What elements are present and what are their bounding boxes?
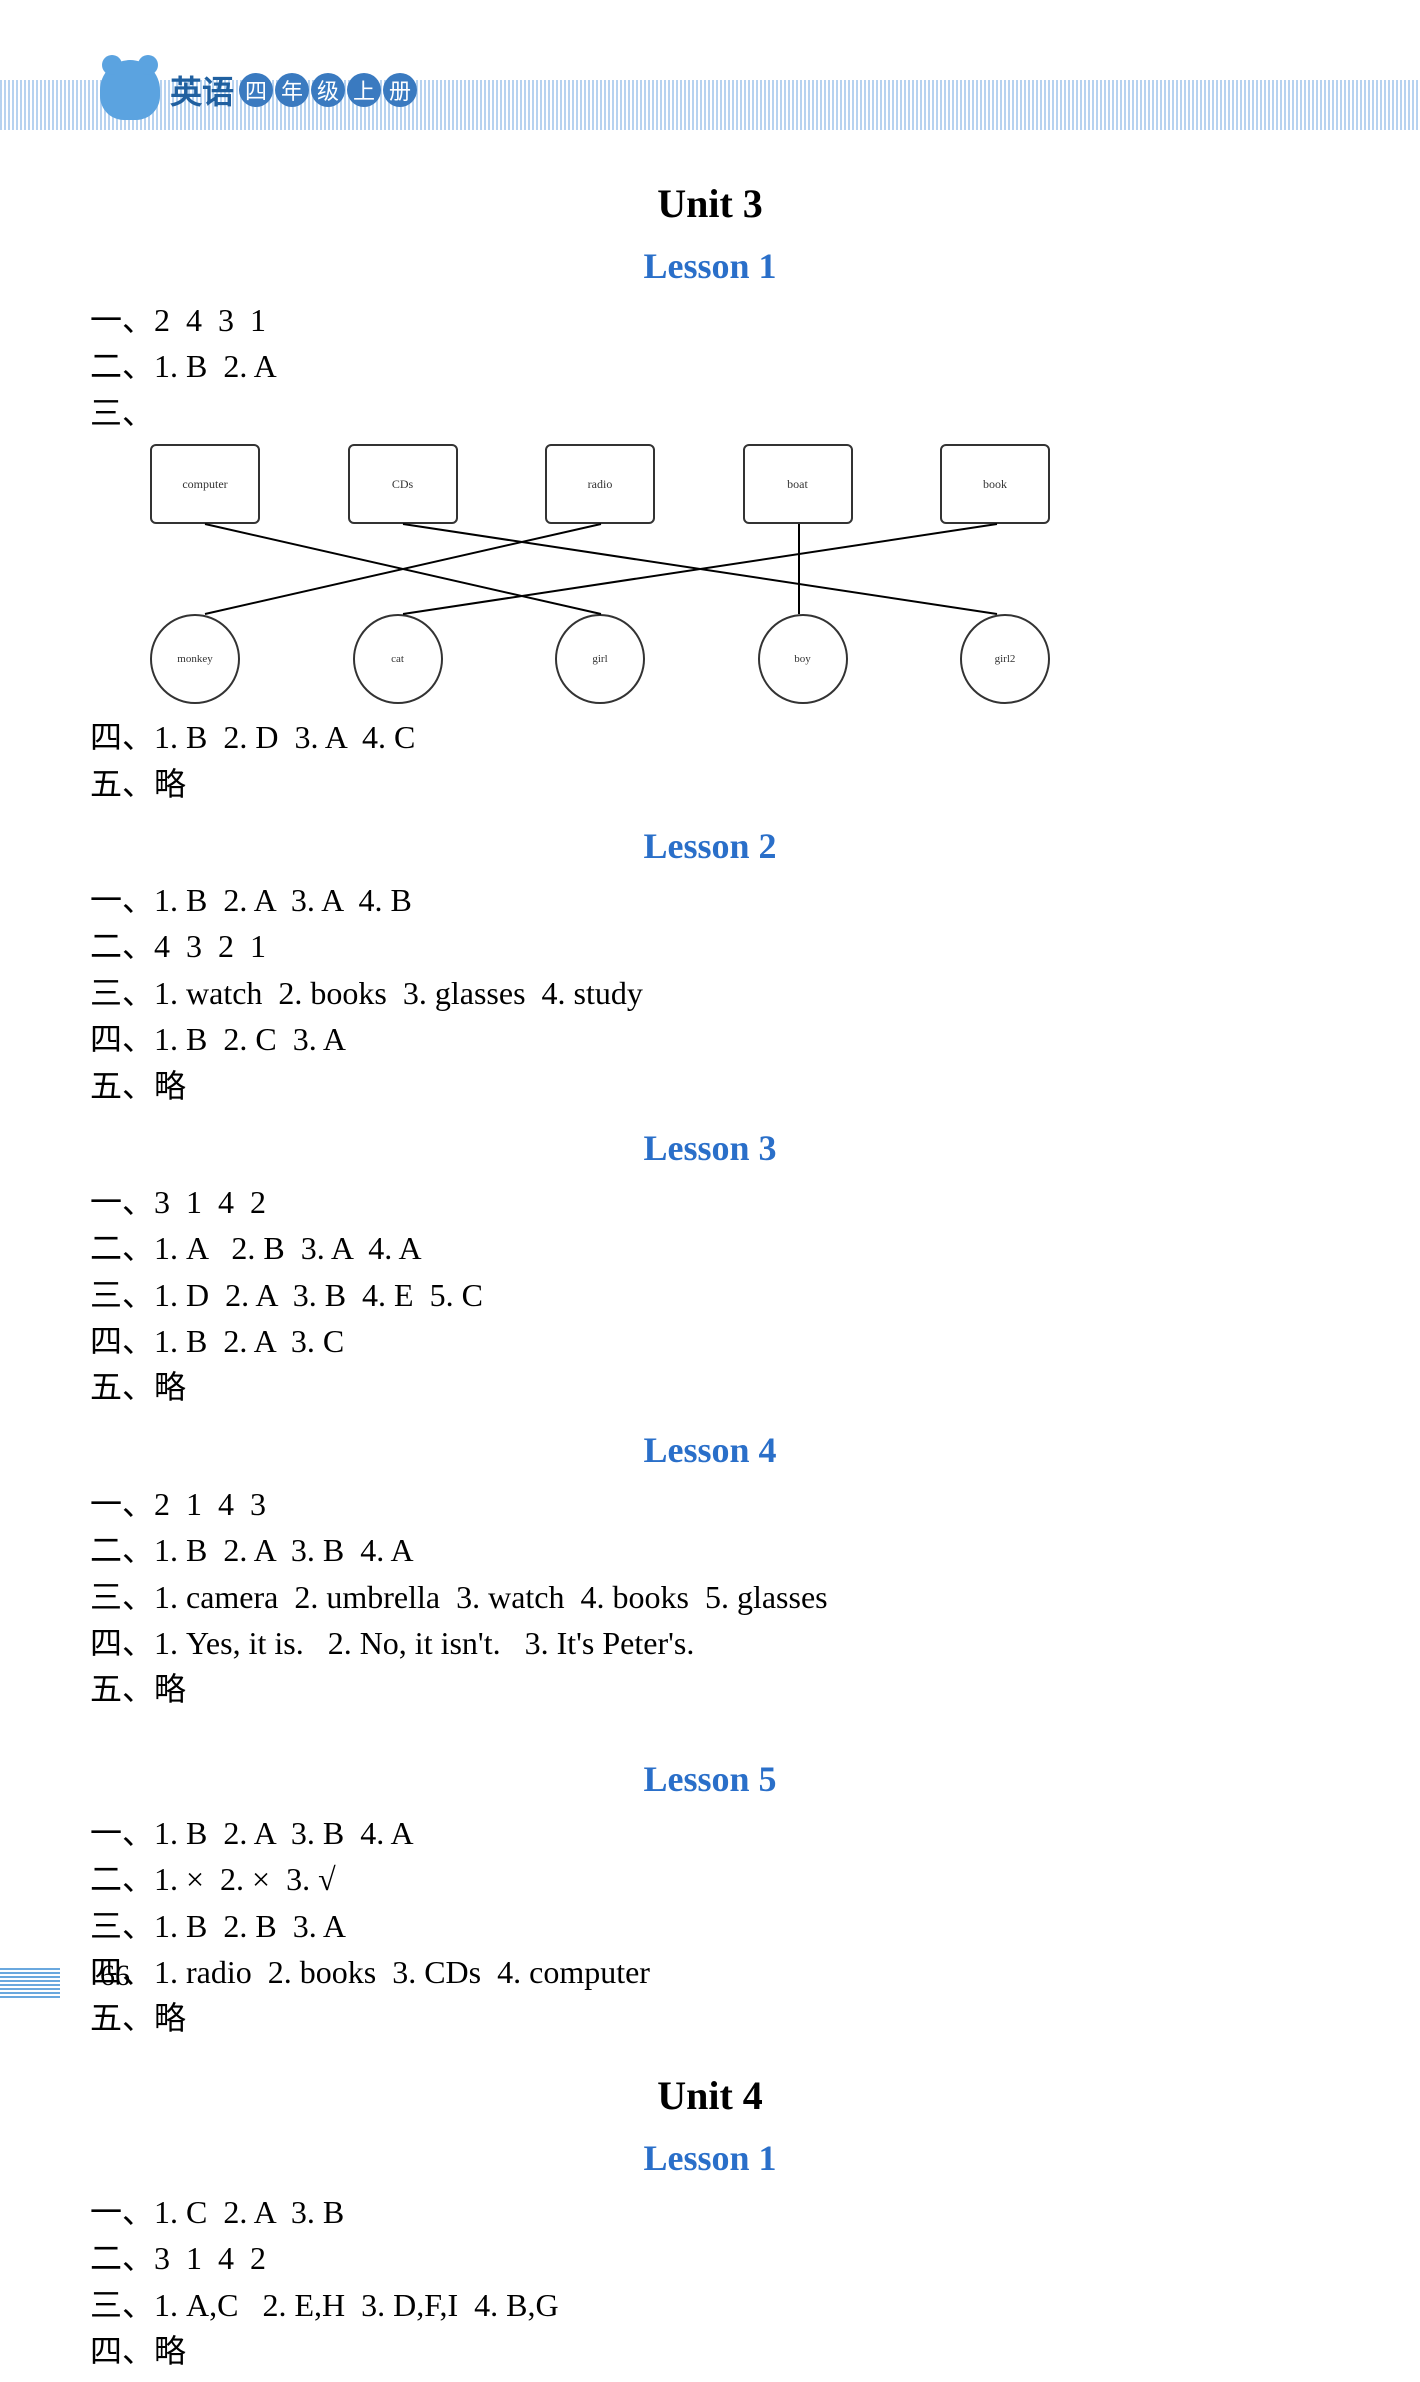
answer-line: 三、1. A,C 2. E,H 3. D,F,I 4. B,G <box>90 2282 1330 2328</box>
answer-line: 二、1. × 2. × 3. √ <box>90 1856 1330 1902</box>
answer-line: 三、1. D 2. A 3. B 4. E 5. C <box>90 1272 1330 1318</box>
answer-line: 二、1. B 2. A 3. B 4. A <box>90 1527 1330 1573</box>
bear-icon <box>100 60 160 120</box>
page-content: Unit 3Lesson 1一、2 4 3 1二、1. B 2. A三、comp… <box>90 150 1330 2382</box>
footer-stripe <box>0 1968 60 1998</box>
answer-line: 三、1. camera 2. umbrella 3. watch 4. book… <box>90 1574 1330 1620</box>
answer-block: 四、1. B 2. D 3. A 4. C五、略 <box>90 714 1330 807</box>
answer-block: 一、2 1 4 3二、1. B 2. A 3. B 4. A三、1. camer… <box>90 1481 1330 1713</box>
badge-char: 册 <box>383 73 417 107</box>
lesson-title: Lesson 4 <box>90 1429 1330 1471</box>
grade-badges: 四 年 级 上 册 <box>239 73 417 107</box>
badge-char: 四 <box>239 73 273 107</box>
answer-block: 一、1. B 2. A 3. B 4. A二、1. × 2. × 3. √三、1… <box>90 1810 1330 2042</box>
answer-block: 一、2 4 3 1二、1. B 2. A三、 <box>90 297 1330 436</box>
answer-line: 三、1. B 2. B 3. A <box>90 1903 1330 1949</box>
unit-title: Unit 4 <box>90 2072 1330 2119</box>
answer-line: 一、3 1 4 2 <box>90 1179 1330 1225</box>
lesson-title: Lesson 1 <box>90 245 1330 287</box>
answer-line: 四、1. radio 2. books 3. CDs 4. computer <box>90 1949 1330 1995</box>
lesson-title: Lesson 5 <box>90 1758 1330 1800</box>
answer-line: 一、1. C 2. A 3. B <box>90 2189 1330 2235</box>
answer-line: 三、1. watch 2. books 3. glasses 4. study <box>90 970 1330 1016</box>
answer-line: 二、3 1 4 2 <box>90 2235 1330 2281</box>
lesson-title: Lesson 2 <box>90 825 1330 867</box>
answer-line: 四、1. B 2. D 3. A 4. C <box>90 714 1330 760</box>
answer-line: 三、 <box>90 390 1330 436</box>
header-subject: 英语 <box>170 67 234 113</box>
answer-line: 一、1. B 2. A 3. A 4. B <box>90 877 1330 923</box>
answer-line: 四、1. Yes, it is. 2. No, it isn't. 3. It'… <box>90 1620 1330 1666</box>
answer-line: 五、略 <box>90 761 1330 807</box>
badge-char: 年 <box>275 73 309 107</box>
badge-char: 上 <box>347 73 381 107</box>
answer-line: 一、1. B 2. A 3. B 4. A <box>90 1810 1330 1856</box>
answer-line: 五、略 <box>90 1364 1330 1410</box>
answer-line: 二、1. A 2. B 3. A 4. A <box>90 1225 1330 1271</box>
answer-line: 四、1. B 2. A 3. C <box>90 1318 1330 1364</box>
match-lines-svg <box>150 444 1050 704</box>
lesson-title: Lesson 3 <box>90 1127 1330 1169</box>
answer-line: 五、略 <box>90 1995 1330 2041</box>
matching-diagram: computerCDsradioboatbookmonkeycatgirlboy… <box>150 444 1050 704</box>
answer-block: 一、3 1 4 2二、1. A 2. B 3. A 4. A三、1. D 2. … <box>90 1179 1330 1411</box>
answer-block: 一、1. B 2. A 3. A 4. B二、4 3 2 1三、1. watch… <box>90 877 1330 1109</box>
answer-line: 二、1. B 2. A <box>90 343 1330 389</box>
answer-block: 一、1. C 2. A 3. B二、3 1 4 2三、1. A,C 2. E,H… <box>90 2189 1330 2375</box>
answer-line: 五、略 <box>90 1666 1330 1712</box>
answer-line: 二、4 3 2 1 <box>90 923 1330 969</box>
answer-line: 一、2 4 3 1 <box>90 297 1330 343</box>
badge-char: 级 <box>311 73 345 107</box>
answer-line: 五、略 <box>90 1063 1330 1109</box>
lesson-title: Lesson 1 <box>90 2137 1330 2179</box>
header-logo: 英语 四 年 级 上 册 <box>100 60 417 120</box>
unit-title: Unit 3 <box>90 180 1330 227</box>
answer-line: 四、略 <box>90 2328 1330 2374</box>
answer-line: 四、1. B 2. C 3. A <box>90 1016 1330 1062</box>
page-number: 66 <box>100 1959 130 1993</box>
answer-line: 一、2 1 4 3 <box>90 1481 1330 1527</box>
